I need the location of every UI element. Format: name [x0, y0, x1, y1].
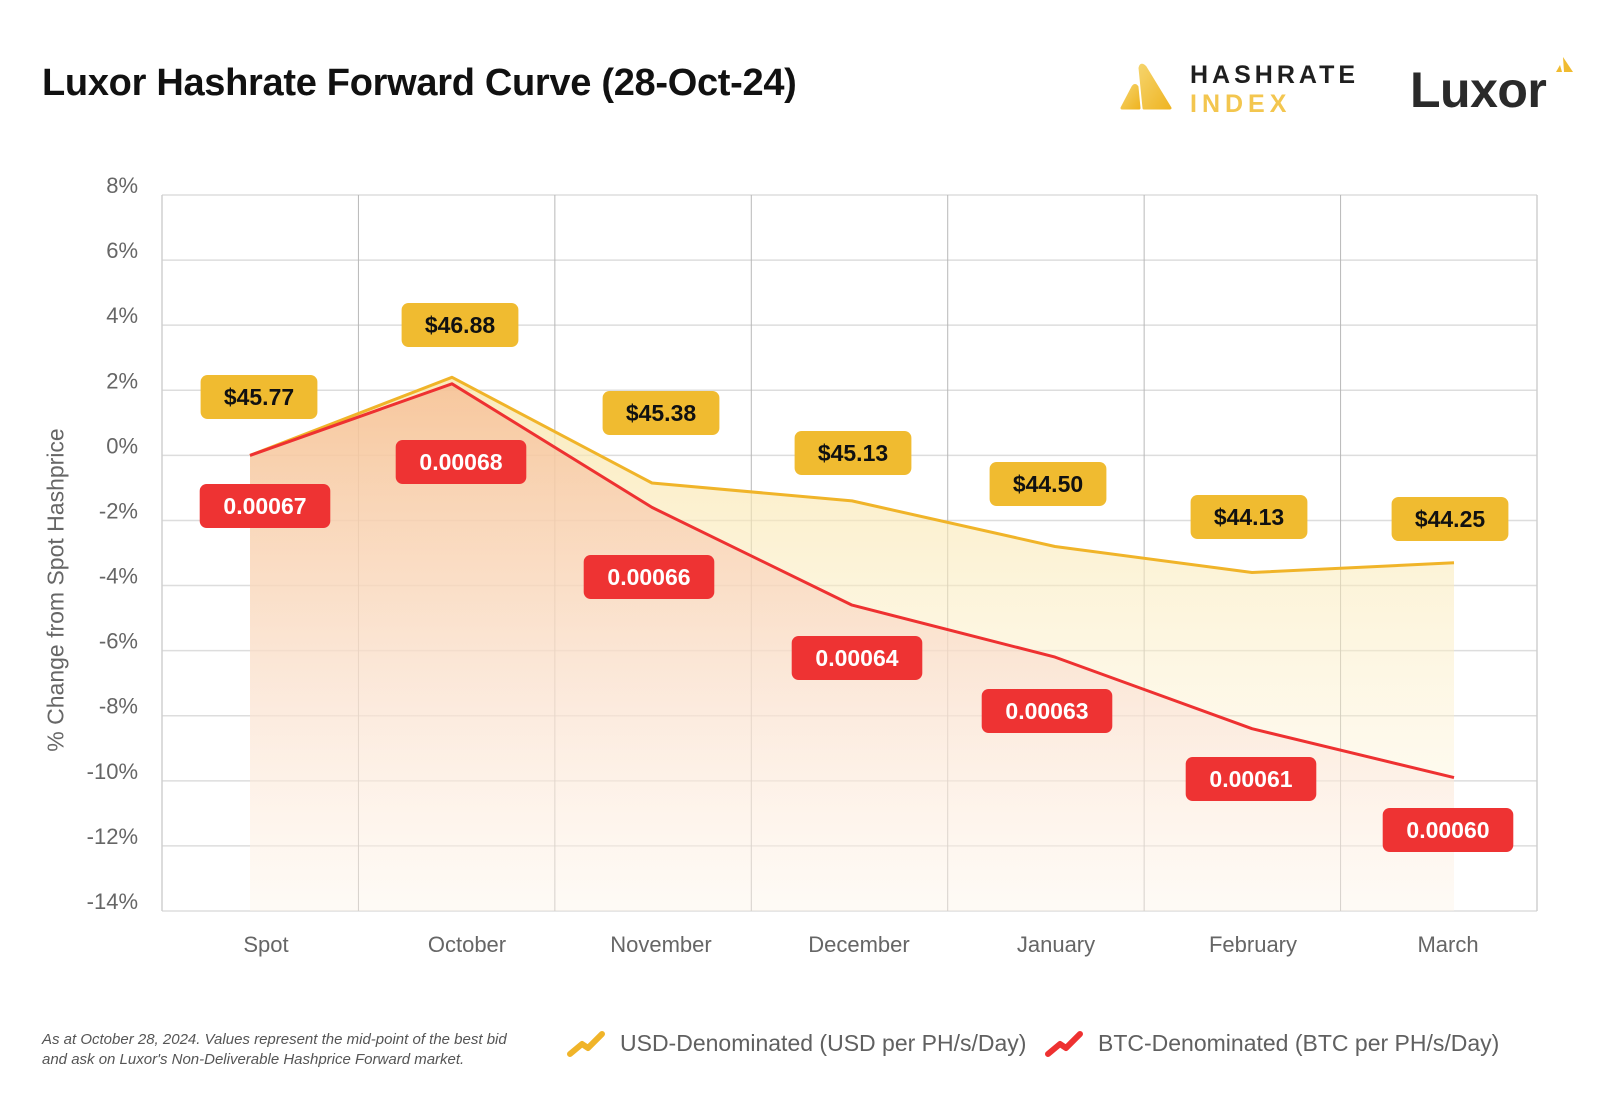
btc-data-label-text: 0.00067: [223, 493, 306, 519]
usd-data-label: $44.50: [989, 462, 1107, 506]
page-title: Luxor Hashrate Forward Curve (28-Oct-24): [42, 62, 797, 104]
y-tick-label: 4%: [106, 303, 138, 328]
x-tick-label: Spot: [243, 932, 288, 957]
x-tick-label: March: [1417, 932, 1478, 957]
y-tick-label: -8%: [99, 694, 138, 719]
forward-curve-chart: 8% 6% 4% 2% 0% -2% -4% -6% -8% -10% -12% -14% Spot O…: [87, 173, 1538, 957]
x-tick-label: November: [610, 932, 711, 957]
y-tick-label: 6%: [106, 238, 138, 263]
btc-line: [249, 382, 1455, 780]
btc-data-label-bg: [1382, 808, 1514, 852]
usd-data-label-bg: [401, 303, 519, 347]
y-tick-label: -14%: [87, 889, 138, 914]
btc-data-label: 0.00061: [1185, 757, 1317, 801]
hashrate-index-logo: HASHRATE INDEX: [1118, 60, 1359, 120]
usd-series-icon: [567, 1031, 605, 1057]
y-tick-label: -10%: [87, 759, 138, 784]
btc-data-label-bg: [199, 484, 331, 528]
luxor-wordmark: Luxor: [1410, 62, 1547, 118]
usd-data-label-text: $45.38: [626, 400, 697, 426]
usd-data-label-text: $45.77: [224, 384, 294, 410]
legend-item-btc[interactable]: BTC-Denominated (BTC per PH/s/Day): [1044, 1028, 1499, 1058]
chart-lines: [249, 375, 1455, 780]
btc-data-label-text: 0.00066: [607, 564, 690, 590]
btc-data-label-text: 0.00061: [1209, 766, 1292, 792]
btc-data-label: 0.00068: [395, 440, 527, 484]
usd-data-label: $46.88: [401, 303, 519, 347]
legend-item-usd[interactable]: USD-Denominated (USD per PH/s/Day): [566, 1028, 1026, 1058]
y-tick-label: 0%: [106, 433, 138, 458]
luxor-mark-icon: [1556, 57, 1574, 72]
usd-data-label-text: $46.88: [425, 312, 496, 338]
footnote-line-1: As at October 28, 2024. Values represent…: [42, 1031, 507, 1048]
usd-data-label-text: $44.50: [1013, 471, 1083, 497]
usd-data-label-bg: [1391, 497, 1509, 541]
x-tick-label: January: [1017, 932, 1095, 957]
usd-data-label-text: $45.13: [818, 440, 888, 466]
hashrate-index-mark-icon: [1120, 63, 1172, 110]
y-tick-label: 2%: [106, 368, 138, 393]
legend-label-btc: BTC-Denominated (BTC per PH/s/Day): [1098, 1029, 1500, 1056]
index-word: INDEX: [1190, 90, 1292, 118]
y-tick-label: 8%: [106, 173, 138, 198]
x-tick-label: October: [428, 932, 506, 957]
usd-data-label-bg: [989, 462, 1107, 506]
y-axis-ticks: 8% 6% 4% 2% 0% -2% -4% -6% -8% -10% -12% -14%: [87, 173, 138, 914]
btc-data-label-bg: [583, 555, 715, 599]
y-tick-label: -12%: [87, 824, 138, 849]
usd-line: [249, 375, 1455, 574]
btc-data-label-text: 0.00068: [419, 449, 502, 475]
btc-data-label-bg: [791, 636, 923, 680]
usd-data-label-text: $44.25: [1415, 506, 1486, 532]
x-tick-label: February: [1209, 932, 1297, 957]
luxor-logo: Luxor: [1410, 57, 1576, 120]
usd-data-label: $44.25: [1391, 497, 1509, 541]
usd-data-label: $45.77: [200, 375, 318, 419]
btc-data-label-bg: [981, 689, 1113, 733]
btc-data-label: 0.00063: [981, 689, 1113, 733]
btc-data-label-text: 0.00064: [815, 645, 898, 671]
btc-data-label-bg: [1185, 757, 1317, 801]
btc-data-label-text: 0.00060: [1406, 817, 1489, 843]
btc-data-label: 0.00064: [791, 636, 923, 680]
btc-data-label: 0.00066: [583, 555, 715, 599]
btc-data-label-bg: [395, 440, 527, 484]
btc-data-label: 0.00067: [199, 484, 331, 528]
usd-data-label: $45.13: [794, 431, 912, 475]
legend-label-usd: USD-Denominated (USD per PH/s/Day): [620, 1029, 1027, 1056]
usd-data-label-bg: [602, 391, 720, 435]
usd-data-label-bg: [200, 375, 318, 419]
x-tick-label: December: [808, 932, 909, 957]
usd-data-label-bg: [1190, 495, 1308, 539]
usd-data-label: $45.38: [602, 391, 720, 435]
footnote-line-2: and ask on Luxor's Non-Deliverable Hashp…: [42, 1051, 465, 1068]
y-tick-label: -4%: [99, 564, 138, 589]
data-labels: $45.77 $46.88 $45.38 $45.13 $44.50 $44.13 $44.…: [199, 303, 1514, 852]
x-axis-ticks: Spot October November December January Februa…: [243, 932, 1478, 957]
y-tick-label: -2%: [99, 498, 138, 523]
usd-data-label: $44.13: [1190, 495, 1308, 539]
btc-data-label-text: 0.00063: [1005, 698, 1088, 724]
usd-data-label-bg: [794, 431, 912, 475]
btc-data-label: 0.00060: [1382, 808, 1514, 852]
hashrate-word: HASHRATE: [1190, 61, 1360, 89]
btc-series-icon: [1045, 1031, 1083, 1057]
y-tick-label: -6%: [99, 629, 138, 654]
footnote: As at October 28, 2024. Values represent…: [42, 1030, 507, 1070]
usd-data-label-text: $44.13: [1214, 504, 1284, 530]
